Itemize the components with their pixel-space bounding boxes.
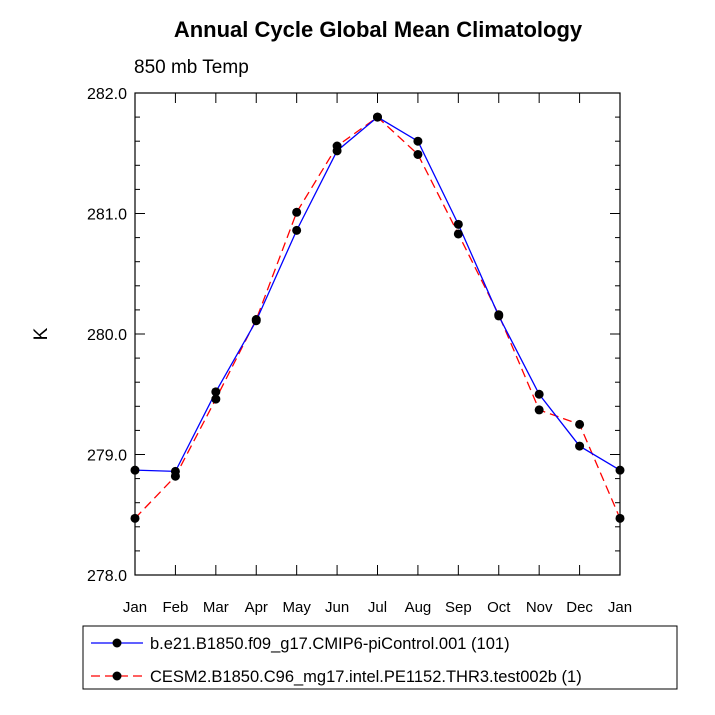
x-tick-label: Feb: [162, 599, 188, 616]
data-point-series-2: [453, 229, 463, 239]
x-tick-label: Jul: [368, 599, 387, 616]
x-tick-label: Jun: [325, 599, 349, 616]
x-tick-label: Nov: [526, 599, 553, 616]
x-tick-label: May: [282, 599, 311, 616]
data-point-series-1: [211, 387, 221, 397]
tick-marks: [134, 92, 621, 576]
chart-title: Annual Cycle Global Mean Climatology: [174, 17, 583, 42]
x-tick-labels: Jan Feb Mar Apr May Jun Jul Aug Sep Oct Nov Dec Jan: [123, 599, 632, 616]
x-tick-label: Jan: [123, 599, 147, 616]
legend-label-series-1: b.e21.B1850.f09_g17.CMIP6-piControl.001 …: [150, 635, 510, 653]
x-tick-label: Jan: [608, 599, 632, 616]
data-point-series-2: [534, 405, 544, 415]
data-point-series-2: [130, 513, 140, 523]
data-point-series-2: [251, 315, 261, 325]
x-tick-label: Apr: [245, 599, 268, 616]
series-lines: [134, 116, 621, 519]
legend-marker-series-1: [112, 638, 122, 648]
y-tick-label: 280.0: [87, 327, 127, 344]
plot-area: [134, 92, 621, 576]
y-tick-labels: 278.0 279.0 280.0 281.0 282.0: [87, 86, 127, 585]
data-point-series-2: [413, 149, 423, 159]
legend-box: [82, 625, 678, 690]
data-point-series-2: [211, 394, 221, 404]
data-point-series-2: [494, 310, 504, 320]
data-point-series-1: [575, 441, 585, 451]
legend-marker-series-2: [112, 671, 122, 681]
series-markers: [130, 112, 625, 523]
y-tick-label: 281.0: [87, 207, 127, 224]
data-point-series-2: [373, 112, 382, 122]
x-tick-label: Aug: [405, 599, 432, 616]
y-tick-label: 282.0: [87, 86, 127, 103]
legend: b.e21.B1850.f09_g17.CMIP6-piControl.001 …: [82, 625, 678, 690]
y-tick-label: 279.0: [87, 448, 127, 465]
data-point-series-2: [615, 513, 625, 523]
data-point-series-1: [413, 136, 423, 146]
x-tick-label: Sep: [445, 599, 472, 616]
y-axis-label: K: [31, 327, 52, 340]
data-point-series-2: [332, 141, 342, 151]
data-point-series-1: [130, 465, 140, 475]
chart-subtitle: 850 mb Temp: [134, 57, 249, 78]
data-point-series-2: [170, 471, 180, 481]
x-tick-label: Mar: [203, 599, 229, 616]
data-point-series-2: [292, 207, 302, 217]
series-line-1: [134, 116, 621, 473]
data-point-series-1: [615, 465, 625, 475]
data-point-series-2: [575, 419, 585, 429]
data-point-series-1: [453, 219, 463, 229]
legend-label-series-2: CESM2.B1850.C96_mg17.intel.PE1152.THR3.t…: [150, 668, 582, 686]
x-tick-label: Dec: [566, 599, 593, 616]
data-point-series-1: [292, 225, 302, 235]
series-line-2: [134, 116, 621, 519]
x-tick-label: Oct: [487, 599, 511, 616]
y-tick-label: 278.0: [87, 568, 127, 585]
data-point-series-1: [534, 389, 544, 399]
